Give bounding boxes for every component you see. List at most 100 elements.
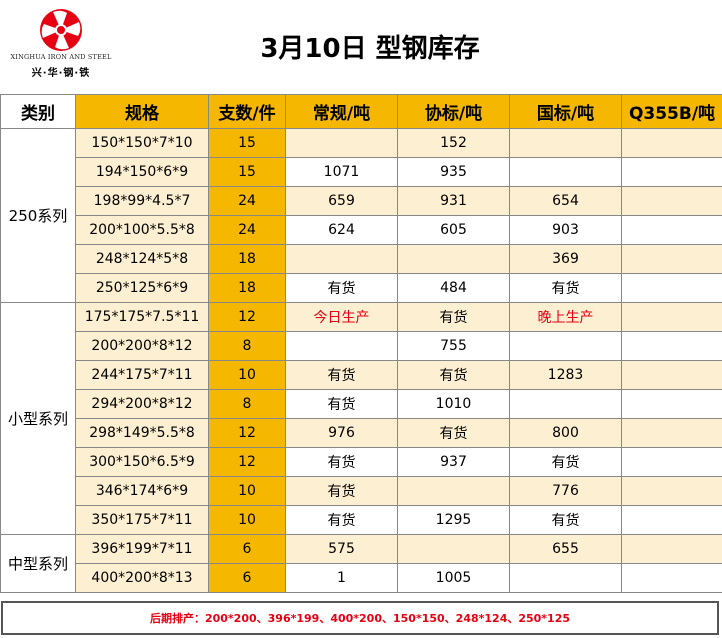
q355b-tonnage-cell	[621, 244, 722, 274]
q355b-tonnage-cell	[621, 302, 722, 332]
count-cell: 18	[208, 244, 286, 274]
q355b-tonnage-cell	[621, 360, 722, 390]
count-cell: 10	[208, 476, 286, 506]
guobiao-tonnage-cell: 有货	[509, 273, 622, 303]
count-cell: 10	[208, 505, 286, 535]
guobiao-tonnage-cell: 655	[509, 534, 622, 564]
q355b-tonnage-cell	[621, 563, 722, 593]
count-cell: 15	[208, 157, 286, 187]
table-row: 350*175*7*11 10 有货 1295 有货	[1, 505, 722, 535]
logo-chinese-name: 兴·华·钢·铁	[31, 68, 91, 79]
q355b-tonnage-cell	[621, 128, 722, 158]
xiebiao-tonnage-cell: 有货	[397, 302, 510, 332]
regular-tonnage-cell	[285, 331, 398, 361]
table-row: 248*124*5*8 18 369	[1, 244, 722, 274]
regular-tonnage-cell: 1	[285, 563, 398, 593]
table-row: 200*200*8*12 8 755	[1, 331, 722, 361]
count-cell: 24	[208, 215, 286, 245]
header-xiebiao: 协标/吨	[397, 94, 510, 129]
logo-english-name: XINGHUA IRON AND STEEL	[10, 53, 112, 61]
guobiao-tonnage-cell: 776	[509, 476, 622, 506]
inventory-table: 类别 规格 支数/件 常规/吨 协标/吨 国标/吨 Q355B/吨 250系列 1…	[0, 94, 722, 593]
company-logo: XINGHUA IRON AND STEEL 兴·华·钢·铁	[2, 6, 120, 88]
count-cell: 8	[208, 331, 286, 361]
count-cell: 24	[208, 186, 286, 216]
count-cell: 12	[208, 302, 286, 332]
page-title: 3月10日 型钢库存	[260, 34, 480, 64]
table-row: 244*175*7*11 10 有货 有货 1283	[1, 360, 722, 390]
regular-tonnage-cell: 有货	[285, 360, 398, 390]
guobiao-tonnage-cell: 903	[509, 215, 622, 245]
regular-tonnage-cell: 575	[285, 534, 398, 564]
table-row: 250*125*6*9 18 有货 484 有货	[1, 273, 722, 303]
xiebiao-tonnage-cell: 152	[397, 128, 510, 158]
spec-cell: 396*199*7*11	[75, 534, 209, 564]
spec-cell: 198*99*4.5*7	[75, 186, 209, 216]
count-cell: 6	[208, 563, 286, 593]
category-cell: 250系列	[0, 128, 76, 303]
count-cell: 6	[208, 534, 286, 564]
regular-tonnage-cell: 659	[285, 186, 398, 216]
guobiao-tonnage-cell: 有货	[509, 505, 622, 535]
xiebiao-tonnage-cell	[397, 534, 510, 564]
table-row: 298*149*5.5*8 12 976 有货 800	[1, 418, 722, 448]
regular-tonnage-cell: 有货	[285, 476, 398, 506]
table-row: 小型系列 175*175*7.5*11 12 今日生产 有货 晚上生产	[0, 302, 722, 535]
count-cell: 18	[208, 273, 286, 303]
header-guobiao: 国标/吨	[509, 94, 622, 129]
xiebiao-tonnage-cell	[397, 476, 510, 506]
table-row: 400*200*8*13 6 1 1005	[1, 563, 722, 593]
header-category: 类别	[0, 94, 76, 129]
xiebiao-tonnage-cell: 931	[397, 186, 510, 216]
q355b-tonnage-cell	[621, 389, 722, 419]
guobiao-tonnage-cell: 369	[509, 244, 622, 274]
table-row: 198*99*4.5*7 24 659 931 654	[1, 186, 722, 216]
spec-cell: 350*175*7*11	[75, 505, 209, 535]
spec-cell: 294*200*8*12	[75, 389, 209, 419]
q355b-tonnage-cell	[621, 505, 722, 535]
table-row: 250系列 150*150*7*10 15 152	[0, 128, 722, 303]
guobiao-tonnage-cell: 晚上生产	[509, 302, 622, 332]
regular-tonnage-cell: 976	[285, 418, 398, 448]
xiebiao-tonnage-cell: 937	[397, 447, 510, 477]
q355b-tonnage-cell	[621, 331, 722, 361]
spec-cell: 175*175*7.5*11	[75, 302, 209, 332]
count-cell: 8	[208, 389, 286, 419]
q355b-tonnage-cell	[621, 447, 722, 477]
q355b-tonnage-cell	[621, 534, 722, 564]
spec-cell: 200*100*5.5*8	[75, 215, 209, 245]
header-spec: 规格	[75, 94, 209, 129]
xiebiao-tonnage-cell: 755	[397, 331, 510, 361]
header-count: 支数/件	[208, 94, 286, 129]
regular-tonnage-cell: 有货	[285, 447, 398, 477]
q355b-tonnage-cell	[621, 215, 722, 245]
count-cell: 15	[208, 128, 286, 158]
spec-cell: 200*200*8*12	[75, 331, 209, 361]
spec-cell: 250*125*6*9	[75, 273, 209, 303]
q355b-tonnage-cell	[621, 418, 722, 448]
regular-tonnage-cell: 624	[285, 215, 398, 245]
xiebiao-tonnage-cell: 1295	[397, 505, 510, 535]
guobiao-tonnage-cell	[509, 157, 622, 187]
guobiao-tonnage-cell	[509, 128, 622, 158]
xiebiao-tonnage-cell: 1005	[397, 563, 510, 593]
guobiao-tonnage-cell: 654	[509, 186, 622, 216]
regular-tonnage-cell	[285, 244, 398, 274]
xiebiao-tonnage-cell: 605	[397, 215, 510, 245]
spec-cell: 300*150*6.5*9	[75, 447, 209, 477]
xiebiao-tonnage-cell	[397, 244, 510, 274]
page-header: XINGHUA IRON AND STEEL 兴·华·钢·铁 3月10日 型钢库…	[0, 0, 722, 94]
table-row: 194*150*6*9 15 1071 935	[1, 157, 722, 187]
regular-tonnage-cell: 1071	[285, 157, 398, 187]
table-row: 200*100*5.5*8 24 624 605 903	[1, 215, 722, 245]
category-cell: 中型系列	[0, 534, 76, 593]
spec-cell: 298*149*5.5*8	[75, 418, 209, 448]
header-q355b: Q355B/吨	[621, 94, 722, 129]
guobiao-tonnage-cell: 1283	[509, 360, 622, 390]
spec-cell: 194*150*6*9	[75, 157, 209, 187]
regular-tonnage-cell: 今日生产	[285, 302, 398, 332]
table-row: 300*150*6.5*9 12 有货 937 有货	[1, 447, 722, 477]
count-cell: 12	[208, 447, 286, 477]
table-header-row: 类别 规格 支数/件 常规/吨 协标/吨 国标/吨 Q355B/吨	[0, 94, 722, 129]
q355b-tonnage-cell	[621, 476, 722, 506]
